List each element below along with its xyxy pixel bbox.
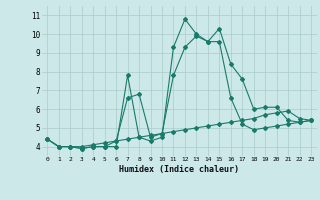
X-axis label: Humidex (Indice chaleur): Humidex (Indice chaleur) bbox=[119, 165, 239, 174]
